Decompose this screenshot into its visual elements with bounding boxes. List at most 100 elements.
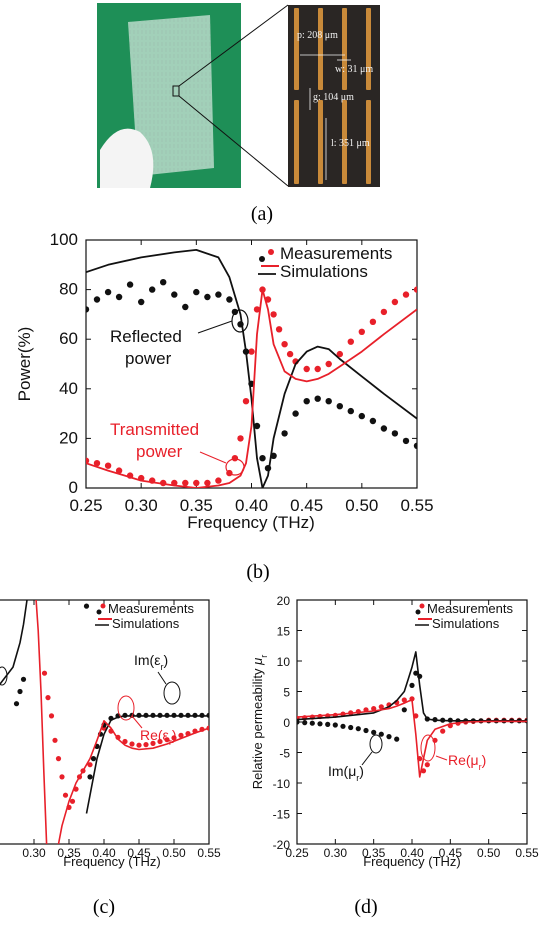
measurement-point-black [309, 720, 315, 726]
measurement-point-black [402, 437, 410, 445]
measurement-point-black [17, 688, 23, 695]
measurement-point-red [303, 365, 310, 373]
y-tick-label: 0 [69, 478, 78, 497]
x-tick-label: 0.25 [285, 846, 309, 860]
re-mu-annotation: Re(μr) [420, 734, 486, 772]
simulation-line-red [57, 720, 209, 844]
measurement-point-red [55, 756, 62, 762]
plot-area [0, 600, 209, 844]
y-tick-label: 10 [277, 655, 291, 669]
measurement-point-black [292, 410, 299, 417]
legend: Measurements Simulations [258, 244, 392, 281]
x-tick-label: 0.30 [22, 846, 46, 860]
measurement-point-red [157, 738, 163, 745]
measurement-point-red [93, 460, 101, 467]
y-tick-label: 5 [283, 686, 290, 700]
legend-dot-black [96, 609, 102, 615]
legend-dot-red [268, 249, 274, 255]
x-tick-label: 0.35 [180, 496, 213, 515]
reflected-annotation: Reflected power [110, 309, 249, 368]
metal-strip [318, 8, 323, 90]
measurement-point-red [286, 350, 294, 358]
period-label: p: 208 μm [297, 30, 338, 41]
measurement-point-black [259, 455, 266, 462]
measurement-point-black [13, 701, 20, 707]
re-epsilon-label: Re(εr) [140, 727, 176, 747]
measurement-point-red [378, 704, 384, 710]
measurement-point-black [371, 729, 377, 736]
measurement-point-red [380, 308, 388, 316]
y-tick-label: 20 [277, 594, 291, 608]
metal-strip [342, 100, 347, 184]
panel-a: p: 208 μm w: 31 μm g: 104 μm l: 351 μm (… [97, 3, 380, 225]
measurement-point-black [394, 736, 400, 742]
measurement-point-black [409, 682, 415, 689]
measurement-point-red [424, 762, 430, 768]
measurement-point-red [115, 467, 123, 474]
measurement-point-black [340, 723, 346, 729]
plot-frame [0, 599, 210, 845]
x-tick-label: 0.35 [362, 846, 386, 860]
measurement-point-black [193, 288, 200, 296]
y-axis-label: Power(%) [15, 327, 34, 402]
measurement-point-black [115, 293, 123, 301]
measurement-point-red [391, 298, 399, 306]
measurement-point-red [371, 706, 377, 712]
microscope-zoom: p: 208 μm w: 31 μm g: 104 μm l: 351 μm [288, 5, 380, 187]
x-axis-label: Frequency (THz) [187, 513, 315, 532]
measurement-point-black [413, 670, 419, 676]
simulation-line-black [0, 600, 28, 686]
measurement-point-red [48, 713, 55, 719]
measurement-point-red [275, 326, 283, 333]
zoom-line-top [178, 4, 289, 87]
measurement-point-red [59, 774, 65, 780]
measurement-point-black [347, 407, 354, 415]
y-tick-label: 60 [59, 329, 78, 348]
sample-film [100, 15, 214, 188]
measurement-point-black [317, 721, 323, 727]
caption-c: (c) [93, 896, 115, 918]
measurement-point-red [204, 479, 211, 487]
reflected-label-line2: power [125, 349, 172, 368]
caption-b: (b) [246, 561, 269, 583]
measurement-point-red [358, 328, 365, 335]
measurement-point-black [325, 398, 332, 405]
measurement-point-red [136, 742, 142, 748]
x-tick-label: 0.40 [400, 846, 424, 860]
measurement-point-black [149, 286, 156, 293]
metal-strip [366, 100, 371, 184]
y-tick-label: 20 [59, 428, 78, 447]
x-tick-label: 0.40 [235, 496, 268, 515]
y-tick-label: -10 [273, 777, 291, 791]
measurement-point-black [86, 306, 90, 313]
measurement-point-red [182, 479, 189, 487]
measurement-point-red [178, 732, 184, 739]
simulation-line-red [297, 699, 527, 778]
legend-dot-black [415, 609, 421, 615]
tick-labels: 0.25 0.30 0.35 0.40 0.45 0.50 0.55 -20 -15 -10 -5 0… [273, 594, 539, 860]
measurement-point-black [297, 719, 300, 725]
measurement-point-black [138, 298, 145, 306]
measurement-point-black [281, 430, 288, 437]
measurement-point-black [336, 403, 343, 410]
measurement-point-red [237, 435, 244, 442]
legend: Measurements Simulations [415, 601, 513, 631]
measurement-point-black [332, 722, 338, 728]
measurement-point-black [126, 281, 134, 288]
simulation-line-black [86, 249, 417, 488]
measurement-point-black [182, 303, 189, 311]
legend-dot-red [419, 603, 425, 609]
measurement-point-red [440, 728, 446, 734]
y-tick-label: -20 [273, 838, 291, 852]
legend-simulations: Simulations [432, 616, 500, 631]
measurement-point-red [104, 462, 112, 469]
legend-measurements: Measurements [108, 601, 194, 616]
panel-d-permeability-chart: 0.25 0.30 0.35 0.40 0.45 0.50 0.55 -20 -15 -10 -5 0… [250, 594, 539, 918]
measurement-point-black [87, 774, 93, 780]
plot-area [297, 651, 527, 778]
plot-area [86, 249, 417, 488]
measurement-point-red [45, 695, 51, 701]
gloved-hand [100, 128, 154, 188]
measurement-point-black [355, 726, 361, 732]
